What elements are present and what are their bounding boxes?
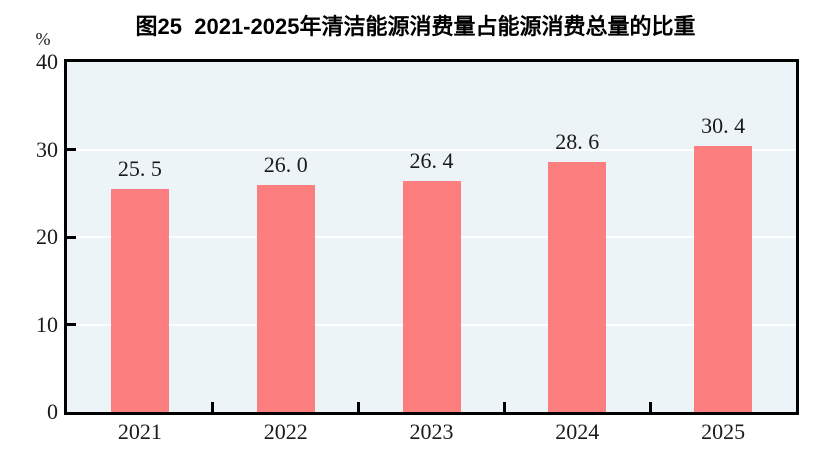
x-axis-category-label: 2024	[555, 419, 600, 444]
x-tick-mark	[211, 402, 215, 412]
x-axis-category-label: 2025	[701, 419, 746, 444]
y-axis-tick-label: 40	[36, 49, 58, 74]
bar-value-label: 30. 4	[701, 113, 746, 138]
bar-value-label: 26. 4	[409, 148, 454, 173]
bar-value-label: 26. 0	[263, 151, 308, 177]
y-axis-tick-label: 10	[36, 311, 58, 337]
x-tick-mark	[502, 402, 506, 412]
x-tick-mark	[357, 402, 361, 412]
y-tick-mark	[67, 148, 76, 151]
bar	[548, 161, 607, 412]
y-axis-tick-label: 0	[47, 399, 58, 424]
bar-value-label: 25. 5	[117, 155, 162, 181]
x-axis-category-label: 2023	[409, 419, 454, 444]
bar	[402, 181, 461, 412]
y-axis-unit-label: %	[35, 29, 51, 49]
y-axis-tick-label: 30	[36, 136, 58, 162]
x-tick-mark	[648, 402, 652, 412]
x-axis-category-label: 2022	[263, 419, 308, 444]
y-tick-mark	[67, 323, 76, 326]
bar	[110, 188, 169, 412]
y-tick-mark	[67, 235, 76, 239]
bar	[694, 146, 753, 412]
bar	[256, 184, 315, 412]
chart-title: 图25 2021-2025年清洁能源消费量占能源消费总量的比重	[135, 14, 696, 39]
y-axis-tick-label: 20	[36, 224, 58, 249]
plot-area: 25. 5 26. 0 26. 4 28. 6 30. 4	[64, 59, 799, 415]
gridline	[67, 148, 796, 151]
bar-value-label: 28. 6	[555, 128, 600, 154]
x-axis-category-label: 2021	[117, 419, 162, 444]
